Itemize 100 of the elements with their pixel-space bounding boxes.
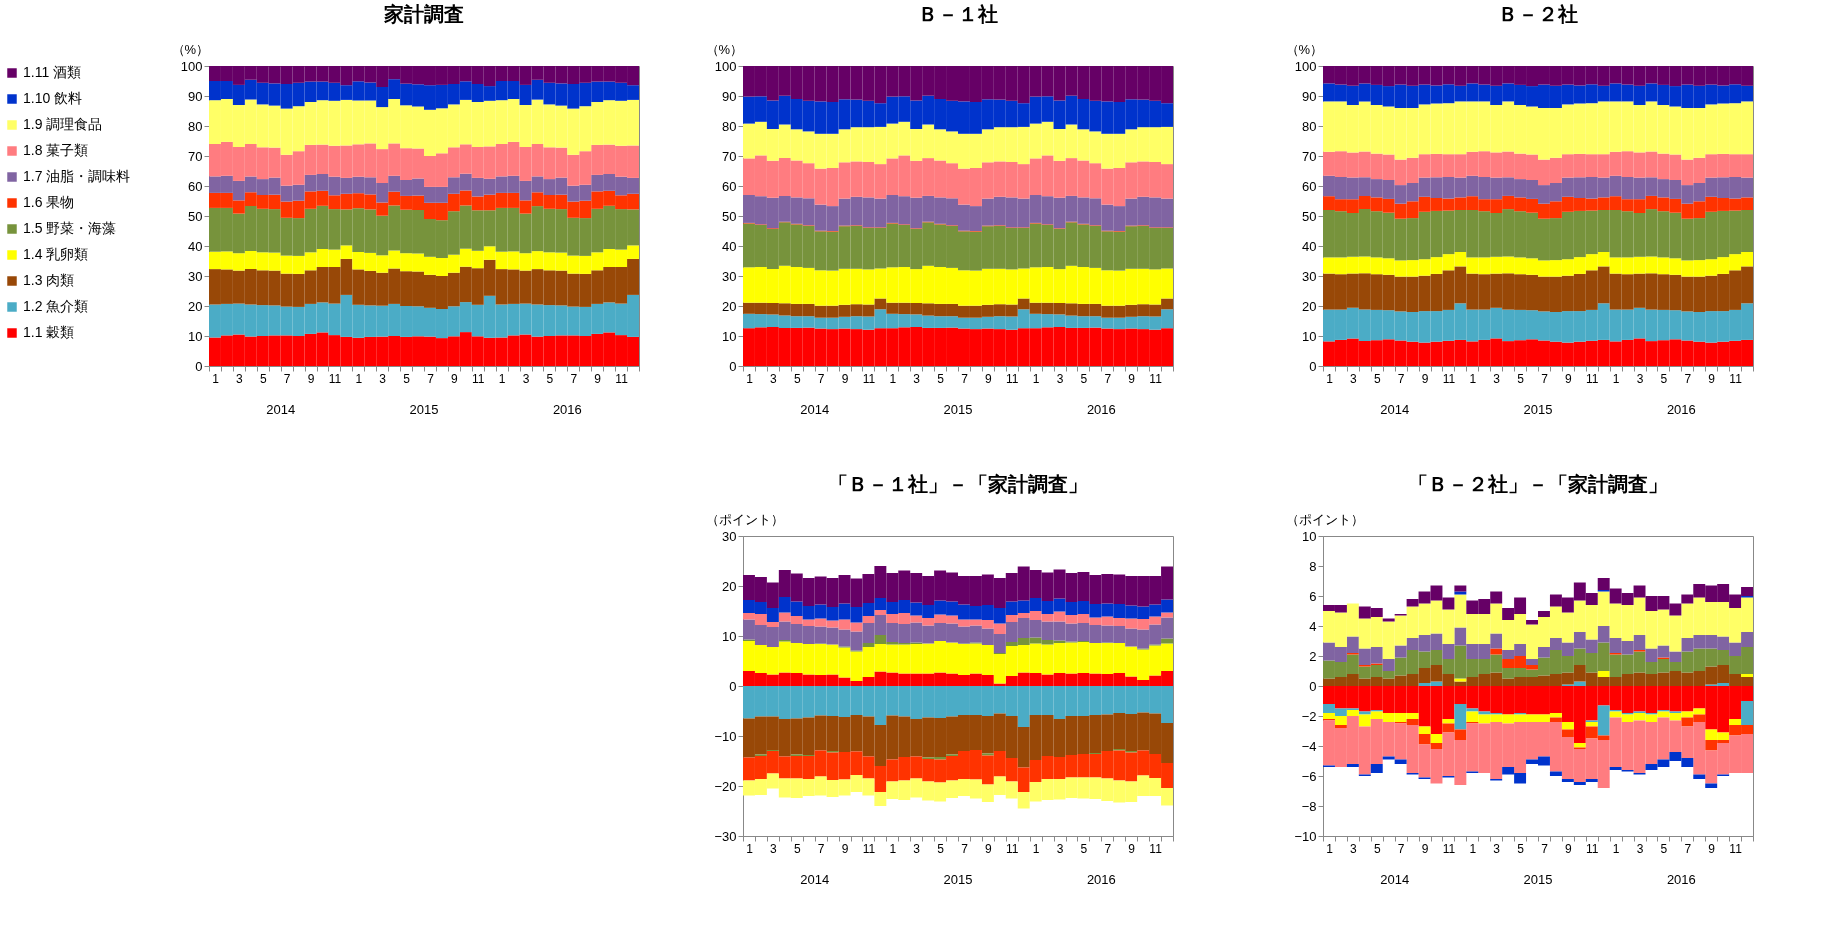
y-axis-title: （ポイント）	[705, 511, 784, 527]
x-tick-label: 11	[1006, 841, 1019, 856]
x-tick-label: 5	[1517, 841, 1525, 856]
y-tick-label: 40	[1302, 238, 1317, 254]
x-tick-label: 5	[1660, 841, 1668, 856]
y-tick-label: 4	[1309, 618, 1317, 634]
x-tick-label: 7	[570, 371, 578, 386]
x-tick-label: 1	[889, 371, 897, 386]
x-tick-label: 3	[379, 371, 387, 386]
legend-label: 1.1 穀類	[23, 324, 75, 340]
legend-label: 1.3 肉類	[23, 272, 75, 288]
y-tick-label: 0	[729, 358, 737, 374]
y-tick-label: 60	[1302, 178, 1317, 194]
x-tick-label: 5	[1517, 371, 1525, 386]
x-tick-label: 5	[937, 371, 945, 386]
x-tick-label: 11	[1442, 841, 1456, 856]
x-tick-label: 3	[1493, 371, 1501, 386]
legend-label: 1.8 菓子類	[23, 142, 89, 158]
x-tick-label: 7	[283, 371, 291, 386]
legend-label: 1.10 飲料	[23, 90, 83, 106]
x-tick-label: 1	[1032, 371, 1040, 386]
x-tick-label: 11	[1729, 371, 1743, 386]
y-tick-label: 70	[188, 148, 203, 164]
chart-title: 家計調査	[383, 3, 464, 25]
x-tick-label: 5	[793, 841, 801, 856]
x-tick-label: 5	[1373, 841, 1381, 856]
x-tick-label: 3	[1350, 371, 1358, 386]
y-tick-label: −6	[1301, 768, 1317, 784]
x-tick-label: 5	[793, 371, 801, 386]
text: 2015	[1523, 872, 1553, 887]
y-tick-label: 60	[722, 178, 737, 194]
y-axis-title: （%）	[171, 41, 210, 57]
y-tick-label: −10	[714, 728, 737, 744]
x-tick-label: 1	[889, 841, 897, 856]
x-tick-label: 5	[403, 371, 411, 386]
x-tick-label: 9	[1421, 371, 1429, 386]
x-tick-label: 7	[1104, 841, 1112, 856]
y-tick-label: 80	[188, 118, 203, 134]
x-tick-label: 11	[1586, 841, 1599, 856]
x-tick-label: 11	[1006, 371, 1019, 386]
x-tick-label: 7	[427, 371, 435, 386]
x-tick-label: 3	[236, 371, 244, 386]
x-tick-label: 7	[1684, 841, 1692, 856]
x-tick-label: 9	[841, 841, 849, 856]
x-tick-label: 9	[1565, 371, 1573, 386]
chart-title: Ｂ－１社	[918, 3, 998, 25]
y-tick-label: 30	[722, 268, 737, 284]
x-tick-label: 11	[615, 371, 629, 386]
y-tick-label: 30	[188, 268, 203, 284]
text: 2016	[1086, 402, 1116, 417]
x-tick-label: 3	[1056, 841, 1064, 856]
x-tick-label: 11	[1442, 371, 1456, 386]
y-tick-label: 60	[188, 178, 203, 194]
x-tick-label: 3	[770, 841, 778, 856]
x-tick-label: 7	[1397, 841, 1405, 856]
x-tick-label: 7	[1684, 371, 1692, 386]
y-tick-label: 8	[1309, 558, 1317, 574]
y-tick-label: 20	[188, 298, 203, 314]
y-tick-label: 50	[722, 208, 737, 224]
legend-label: 1.6 果物	[23, 194, 75, 210]
x-tick-label: 1	[1032, 841, 1040, 856]
y-tick-label: 10	[1302, 328, 1317, 344]
x-tick-label: 9	[594, 371, 602, 386]
y-tick-label: 0	[729, 678, 737, 694]
x-tick-label: 3	[913, 371, 921, 386]
x-tick-label: 3	[522, 371, 530, 386]
x-tick-label: 3	[1636, 371, 1644, 386]
chart-title: 「Ｂ－１社」－「家計調査」	[828, 473, 1088, 495]
x-tick-label: 5	[1660, 371, 1668, 386]
y-tick-label: 90	[1302, 88, 1317, 104]
x-tick-label: 7	[1397, 371, 1405, 386]
x-tick-label: 9	[1708, 841, 1716, 856]
x-tick-label: 1	[1326, 841, 1334, 856]
y-tick-label: 10	[722, 628, 737, 644]
x-tick-label: 9	[841, 371, 849, 386]
y-tick-label: 80	[722, 118, 737, 134]
x-tick-label: 11	[328, 371, 342, 386]
x-tick-label: 9	[307, 371, 315, 386]
text: 2016	[1086, 872, 1116, 887]
x-tick-label: 7	[961, 841, 969, 856]
text: 2014	[800, 402, 830, 417]
x-tick-label: 9	[985, 371, 993, 386]
y-tick-label: 50	[188, 208, 203, 224]
x-tick-label: 9	[985, 841, 993, 856]
y-tick-label: 10	[722, 328, 737, 344]
x-tick-label: 1	[1612, 371, 1620, 386]
y-axis-title: （%）	[1285, 41, 1324, 57]
y-tick-label: −20	[714, 778, 737, 794]
y-tick-label: 20	[722, 298, 737, 314]
x-tick-label: 7	[817, 841, 825, 856]
legend-label: 1.4 乳卵類	[23, 246, 89, 262]
x-tick-label: 3	[1056, 371, 1064, 386]
x-tick-label: 7	[1541, 841, 1549, 856]
x-tick-label: 9	[1128, 371, 1136, 386]
x-tick-label: 5	[1373, 371, 1381, 386]
y-tick-label: −8	[1301, 798, 1317, 814]
text: 2014	[1380, 402, 1410, 417]
x-tick-label: 1	[1326, 371, 1334, 386]
text: 2016	[1666, 872, 1696, 887]
x-tick-label: 7	[961, 371, 969, 386]
